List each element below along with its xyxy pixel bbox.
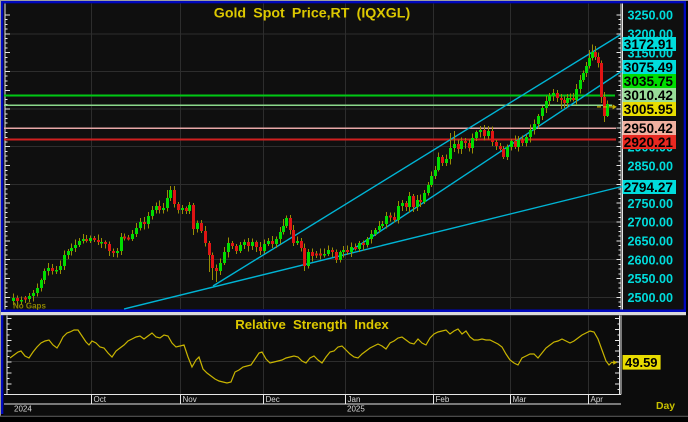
svg-text:3035.75: 3035.75 bbox=[624, 74, 674, 89]
svg-text:2550.00: 2550.00 bbox=[628, 272, 674, 286]
svg-text:3005.95: 3005.95 bbox=[624, 102, 674, 117]
svg-text:Apr: Apr bbox=[591, 395, 604, 404]
svg-text:Gold Spot Price,RT (IQXGL): Gold Spot Price,RT (IQXGL) bbox=[214, 6, 411, 22]
svg-text:2025: 2025 bbox=[347, 405, 365, 414]
svg-text:2750.00: 2750.00 bbox=[628, 197, 674, 211]
svg-text:Mar: Mar bbox=[513, 395, 527, 404]
svg-text:Oct: Oct bbox=[94, 395, 107, 404]
svg-text:Nov: Nov bbox=[183, 395, 197, 404]
svg-text:2794.27: 2794.27 bbox=[624, 180, 673, 195]
svg-text:Relative Strength Index: Relative Strength Index bbox=[235, 317, 389, 332]
svg-text:2650.00: 2650.00 bbox=[628, 235, 674, 249]
svg-text:3010.42: 3010.42 bbox=[624, 88, 674, 103]
svg-text:3172.91: 3172.91 bbox=[624, 37, 674, 52]
svg-text:Jan: Jan bbox=[348, 395, 361, 404]
svg-text:2024: 2024 bbox=[14, 405, 32, 414]
svg-text:49.59: 49.59 bbox=[625, 355, 658, 370]
svg-text:Feb: Feb bbox=[436, 395, 450, 404]
svg-text:Dec: Dec bbox=[266, 395, 280, 404]
svg-text:2500.00: 2500.00 bbox=[628, 291, 674, 305]
svg-text:2700.00: 2700.00 bbox=[628, 216, 674, 230]
svg-text:Day: Day bbox=[656, 401, 675, 412]
svg-text:2950.42: 2950.42 bbox=[624, 121, 674, 136]
svg-text:2850.00: 2850.00 bbox=[628, 159, 674, 173]
svg-text:No Gaps: No Gaps bbox=[13, 302, 46, 311]
svg-text:3075.49: 3075.49 bbox=[624, 60, 674, 75]
svg-text:2920.21: 2920.21 bbox=[624, 135, 674, 150]
svg-text:2600.00: 2600.00 bbox=[628, 253, 674, 267]
svg-text:3250.00: 3250.00 bbox=[628, 9, 674, 23]
